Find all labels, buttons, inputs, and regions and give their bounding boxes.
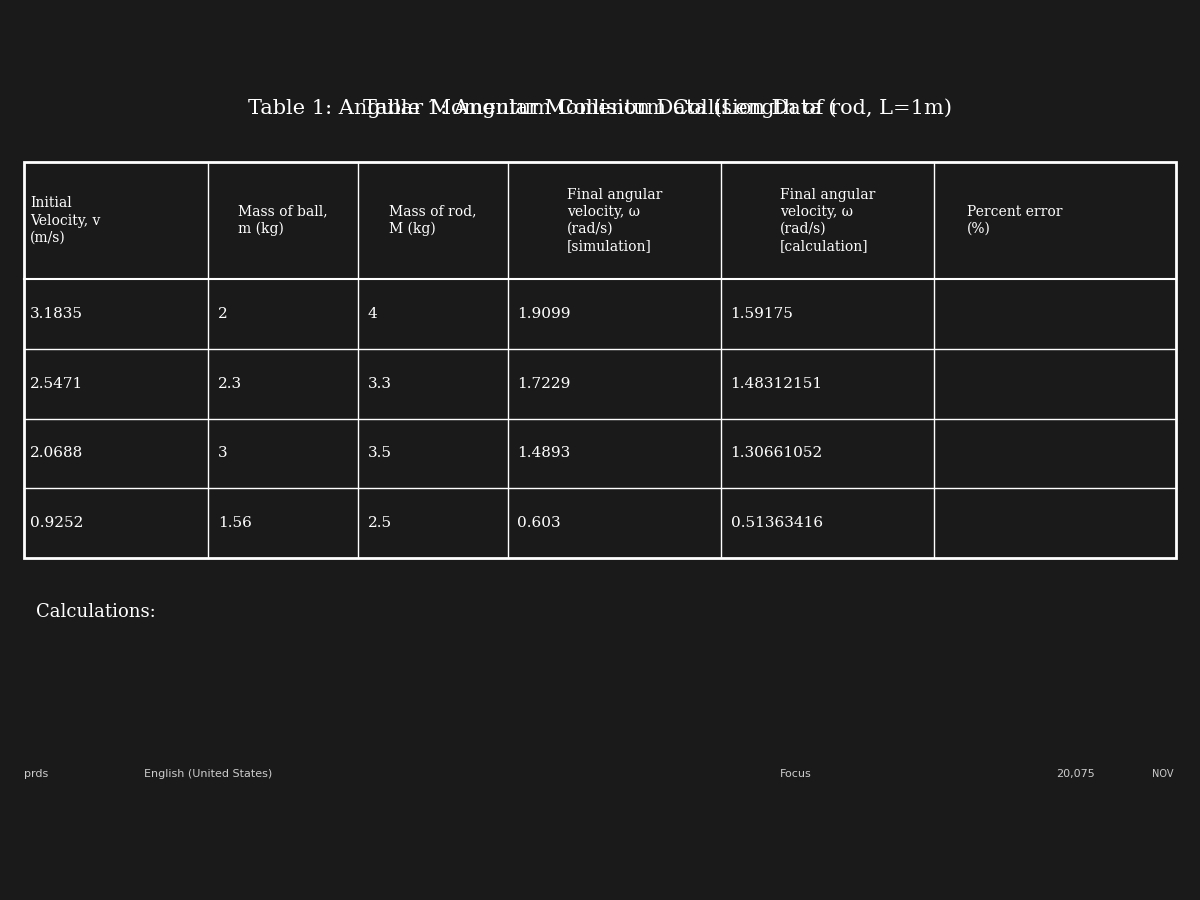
Text: Final angular
velocity, ω
(rad/s)
[calculation]: Final angular velocity, ω (rad/s) [calcu…	[780, 187, 875, 254]
Text: 1.48312151: 1.48312151	[731, 376, 823, 391]
Text: Initial
Velocity, v
(m/s): Initial Velocity, v (m/s)	[30, 196, 101, 245]
Text: Mass of rod,
M (kg): Mass of rod, M (kg)	[389, 204, 476, 237]
Text: 1.4893: 1.4893	[517, 446, 571, 461]
Text: Final angular
velocity, ω
(rad/s)
[simulation]: Final angular velocity, ω (rad/s) [simul…	[566, 187, 662, 254]
Text: 2: 2	[218, 307, 228, 321]
Text: Mass of ball,
m (kg): Mass of ball, m (kg)	[239, 204, 328, 237]
Text: 3.3: 3.3	[367, 376, 391, 391]
Text: Table 1: Angular Momentum Collision Data (: Table 1: Angular Momentum Collision Data…	[364, 98, 836, 118]
Text: 1.9099: 1.9099	[517, 307, 571, 321]
Text: 1.59175: 1.59175	[731, 307, 793, 321]
Text: 3.5: 3.5	[367, 446, 391, 461]
Text: 0.603: 0.603	[517, 516, 562, 530]
Text: 2.0688: 2.0688	[30, 446, 83, 461]
Text: 0.9252: 0.9252	[30, 516, 83, 530]
Text: Table 1: Angular Momentum Collision Data (Length of rod, L=1m): Table 1: Angular Momentum Collision Data…	[248, 98, 952, 118]
Text: 3.1835: 3.1835	[30, 307, 83, 321]
Text: 1.7229: 1.7229	[517, 376, 571, 391]
Text: 1.30661052: 1.30661052	[731, 446, 823, 461]
Text: 4: 4	[367, 307, 378, 321]
Text: 2.5: 2.5	[367, 516, 392, 530]
Text: Calculations:: Calculations:	[36, 603, 156, 621]
Text: 3: 3	[218, 446, 228, 461]
Text: NOV: NOV	[1152, 769, 1174, 779]
Text: Focus: Focus	[780, 769, 811, 779]
Text: 2.5471: 2.5471	[30, 376, 83, 391]
Text: 2.3: 2.3	[218, 376, 242, 391]
Text: 20,075: 20,075	[1056, 769, 1094, 779]
Text: 1.56: 1.56	[218, 516, 252, 530]
Text: prds: prds	[24, 769, 48, 779]
Text: English (United States): English (United States)	[144, 769, 272, 779]
Text: Percent error
(%): Percent error (%)	[967, 205, 1062, 236]
Text: 0.51363416: 0.51363416	[731, 516, 823, 530]
